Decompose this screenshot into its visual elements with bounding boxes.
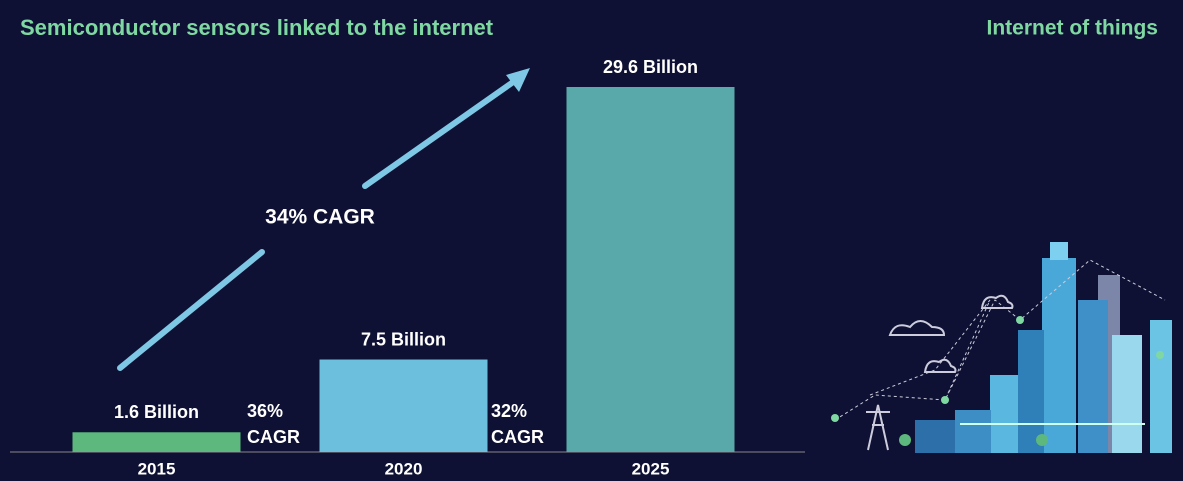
x-tick-label: 2020 bbox=[385, 459, 423, 478]
chart-title: Semiconductor sensors linked to the inte… bbox=[20, 15, 494, 40]
annotation: 34% CAGR bbox=[265, 206, 375, 229]
network-link bbox=[869, 299, 991, 401]
arrow-line bbox=[117, 249, 265, 371]
building bbox=[915, 420, 955, 453]
network-link bbox=[834, 259, 1166, 421]
arrow-head bbox=[506, 68, 530, 92]
bar bbox=[72, 432, 241, 452]
sensor bbox=[831, 414, 839, 422]
sensor bbox=[1156, 351, 1164, 359]
value-label: 1.6 Billion bbox=[114, 402, 199, 422]
building bbox=[1078, 300, 1108, 453]
sensor bbox=[1016, 316, 1024, 324]
bar bbox=[319, 359, 488, 452]
building bbox=[1150, 320, 1172, 453]
tree bbox=[1036, 434, 1048, 446]
tree bbox=[899, 434, 911, 446]
x-tick-label: 2015 bbox=[138, 459, 176, 478]
building bbox=[1042, 258, 1076, 453]
building bbox=[1018, 330, 1044, 453]
city-illustration bbox=[831, 242, 1172, 453]
cloud bbox=[888, 320, 946, 336]
annotation: 32% CAGR bbox=[491, 401, 544, 447]
building bbox=[1112, 335, 1142, 453]
cloud bbox=[923, 358, 957, 373]
x-tick-label: 2025 bbox=[632, 459, 670, 478]
building bbox=[955, 410, 991, 453]
building bbox=[1050, 242, 1068, 260]
trend-arrow bbox=[117, 77, 519, 371]
bar bbox=[566, 87, 735, 452]
sensor bbox=[941, 396, 949, 404]
value-label: 7.5 Billion bbox=[361, 329, 446, 349]
value-label: 29.6 Billion bbox=[603, 57, 698, 77]
arrow-line bbox=[362, 77, 519, 189]
subtitle: Internet of things bbox=[987, 17, 1159, 40]
annotation: 36% CAGR bbox=[247, 401, 300, 447]
building bbox=[990, 375, 1018, 453]
pylon bbox=[866, 404, 890, 451]
cloud bbox=[980, 294, 1014, 309]
